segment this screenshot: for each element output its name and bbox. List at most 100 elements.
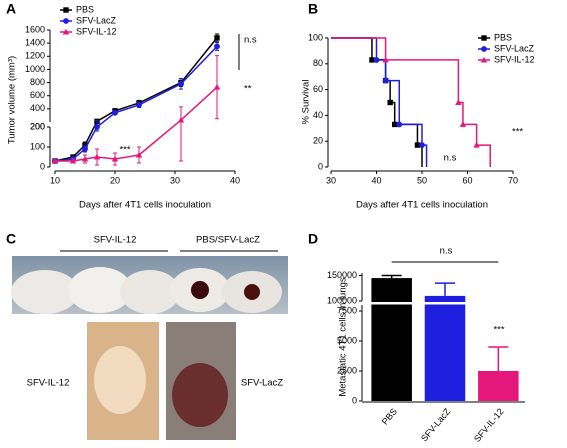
y-tick-label: 1600 xyxy=(25,24,45,34)
y-tick-label: 5000 xyxy=(337,335,357,345)
data-point xyxy=(178,80,184,87)
lung xyxy=(172,363,228,427)
data-point xyxy=(213,83,221,90)
x-tick-label: 20 xyxy=(110,175,120,185)
annotation: *** xyxy=(512,127,523,138)
y-tick-label: 1200 xyxy=(25,51,45,61)
y-tick-label: 100 xyxy=(30,141,45,151)
data-point xyxy=(382,77,389,84)
data-point xyxy=(214,35,220,41)
panel-letter: C xyxy=(6,231,16,247)
y-axis-label: Tumor volume (mm³) xyxy=(7,56,18,144)
y-tick-label: 0 xyxy=(318,161,323,171)
legend-label: PBS xyxy=(494,32,512,42)
x-tick-label: 70 xyxy=(508,175,518,185)
y-tick-label: 0 xyxy=(352,395,357,405)
y-tick-label: 1400 xyxy=(25,38,45,48)
legend-marker xyxy=(62,28,70,35)
y-tick-label: 0 xyxy=(40,161,45,171)
group-label: PBS/SFV-LacZ xyxy=(196,235,260,246)
data-point xyxy=(373,57,380,63)
data-point xyxy=(214,43,220,50)
y-tick-label: 80 xyxy=(313,58,323,68)
data-point xyxy=(396,121,403,128)
x-axis-label: Days after 4T1 cells inoculation xyxy=(356,200,488,211)
legend-marker xyxy=(481,46,487,52)
survival-line xyxy=(331,37,491,167)
y-tick-label: 2500 xyxy=(337,365,357,375)
x-tick-label: 40 xyxy=(371,175,381,185)
y-tick-label: 800 xyxy=(30,77,45,87)
data-point xyxy=(387,99,393,106)
data-point xyxy=(69,157,77,164)
annotation: *** xyxy=(493,325,504,336)
y-tick-label: 150000 xyxy=(327,270,357,280)
x-tick-label: PBS xyxy=(380,406,399,426)
lung-label: SFV-LacZ xyxy=(241,378,283,389)
mouse xyxy=(11,270,79,314)
legend-marker xyxy=(63,18,69,24)
y-tick-label: 200 xyxy=(30,121,45,131)
x-tick-label: 10 xyxy=(50,175,60,185)
x-tick-label: 30 xyxy=(326,175,336,185)
data-point xyxy=(51,157,59,164)
axis-break xyxy=(363,302,523,305)
x-tick-label: 30 xyxy=(170,175,180,185)
annotation: n.s xyxy=(444,153,457,164)
data-point xyxy=(94,124,100,130)
panel-letter: D xyxy=(308,231,318,247)
data-point xyxy=(135,151,143,158)
survival-line xyxy=(331,37,428,167)
legend-label: PBS xyxy=(76,4,94,14)
legend-marker xyxy=(480,56,488,63)
y-tick-label: 100 xyxy=(308,32,323,42)
annotation: *** xyxy=(119,145,130,156)
mouse xyxy=(68,267,132,313)
data-point xyxy=(93,153,101,160)
y-tick-label: 200 xyxy=(30,121,45,131)
bar xyxy=(424,295,466,401)
x-tick-label: SFV-LacZ xyxy=(419,406,453,443)
group-label: SFV-IL-12 xyxy=(94,235,137,246)
y-tick-label: 40 xyxy=(313,110,323,120)
y-axis-label: Metastatic 4T1 cells in lungs xyxy=(338,277,349,397)
mouse xyxy=(120,270,180,314)
error-bar xyxy=(381,274,402,279)
x-tick-label: 50 xyxy=(417,175,427,185)
series-line xyxy=(55,86,218,162)
y-tick-label: 1000 xyxy=(25,64,45,74)
x-tick-label: 40 xyxy=(230,175,240,185)
y-tick-label: 60 xyxy=(313,84,323,94)
annotation: n.s xyxy=(440,246,453,257)
panel-letter: B xyxy=(308,1,318,17)
data-point xyxy=(82,146,88,152)
data-point xyxy=(81,155,89,162)
y-tick-label: 400 xyxy=(30,103,45,113)
tumor xyxy=(191,281,209,299)
legend-label: SFV-LacZ xyxy=(76,15,117,25)
data-point xyxy=(414,142,421,148)
annotation: ** xyxy=(244,84,252,95)
error-bar xyxy=(488,346,509,371)
error-bar xyxy=(435,282,455,296)
legend-marker xyxy=(481,35,487,41)
y-axis-label: % Survival xyxy=(301,80,312,125)
legend-marker xyxy=(63,7,69,13)
data-point xyxy=(455,99,462,105)
annotation: n.s xyxy=(244,35,257,46)
bar xyxy=(371,278,412,401)
y-tick-label: 100000 xyxy=(327,295,357,305)
panel-letter: A xyxy=(6,1,16,17)
y-tick-label: 20 xyxy=(313,136,323,146)
x-tick-label: 60 xyxy=(462,175,472,185)
data-point xyxy=(112,109,118,116)
error-bar xyxy=(179,106,183,162)
lung-label: SFV-IL-12 xyxy=(27,378,70,389)
tumor xyxy=(244,284,260,300)
y-tick-label: 600 xyxy=(30,90,45,100)
series-line xyxy=(54,37,218,162)
legend-label: SFV-LacZ xyxy=(494,43,535,53)
legend-label: SFV-IL-12 xyxy=(76,26,117,36)
y-tick-label: 7500 xyxy=(337,305,357,315)
